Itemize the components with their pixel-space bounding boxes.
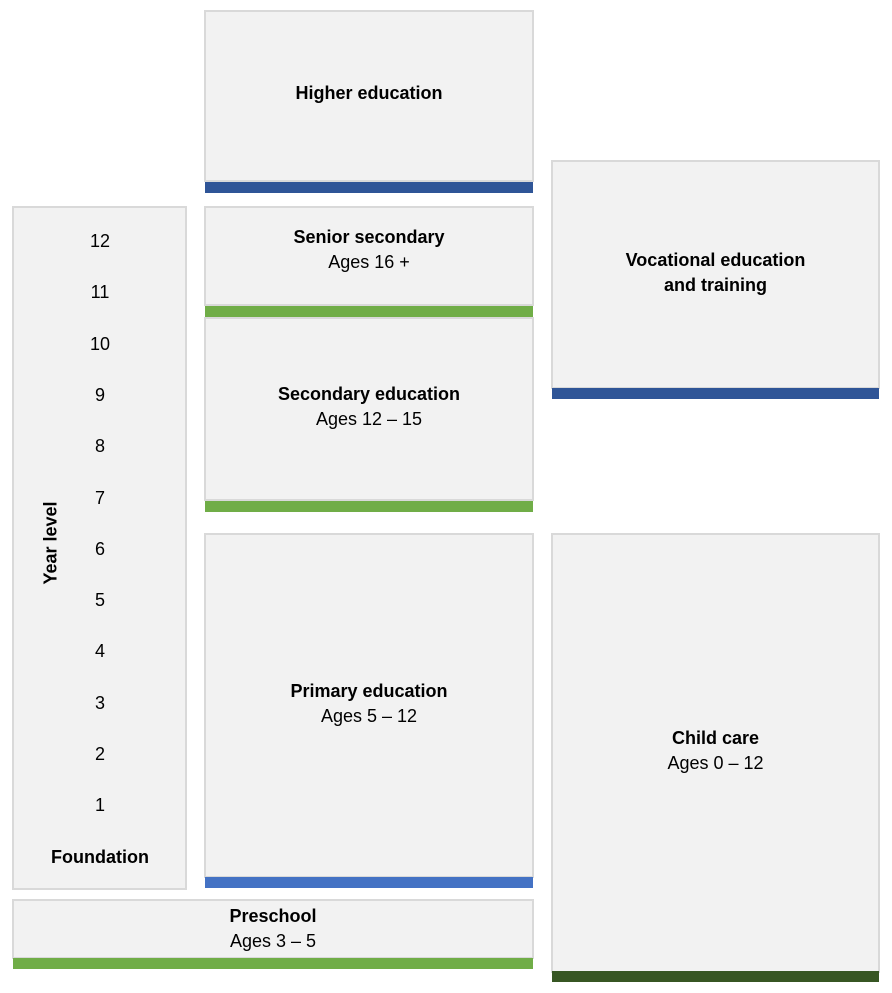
secondary-education-ages: Ages 12 – 15 (315, 409, 423, 429)
preschool-ages: Ages 3 – 5 (229, 931, 317, 951)
year-3: 3 (94, 692, 105, 713)
preschool-box: Preschool Ages 3 – 5 (12, 899, 534, 959)
year-4: 4 (94, 641, 105, 662)
preschool-title: Preschool (229, 906, 317, 926)
year-7: 7 (94, 487, 105, 508)
year-5: 5 (94, 590, 105, 611)
child-care-ages: Ages 0 – 12 (667, 753, 764, 773)
higher-education-bar (205, 182, 533, 193)
higher-education-box: Higher education (204, 10, 534, 182)
year-9: 9 (94, 384, 105, 405)
secondary-education-box: Secondary education Ages 12 – 15 (204, 317, 534, 501)
year-6: 6 (94, 538, 105, 559)
senior-secondary-ages: Ages 16 + (328, 252, 410, 272)
primary-education-bar (205, 877, 533, 888)
vocational-bar (552, 388, 879, 399)
senior-secondary-bar (205, 306, 533, 317)
preschool-bar (13, 958, 533, 969)
year-foundation: Foundation (51, 846, 149, 867)
higher-education-title: Higher education (295, 82, 443, 103)
vocational-title-line1: Vocational education (625, 249, 806, 270)
senior-secondary-title: Senior secondary (293, 227, 445, 247)
primary-education-title: Primary education (290, 680, 448, 701)
secondary-education-title: Secondary education (277, 384, 461, 404)
senior-secondary-box: Senior secondary Ages 16 + (204, 206, 534, 306)
secondary-education-bar (205, 501, 533, 512)
vocational-title-line2: and training (664, 274, 767, 295)
child-care-bar (552, 971, 879, 982)
year-level-label: Year level (40, 501, 61, 585)
vocational-box: Vocational education and training (551, 160, 880, 389)
primary-education-box: Primary education Ages 5 – 12 (204, 533, 534, 878)
child-care-title: Child care (671, 728, 760, 748)
year-12: 12 (89, 231, 111, 251)
year-10: 10 (89, 333, 111, 354)
child-care-box: Child care Ages 0 – 12 (551, 533, 880, 973)
year-11: 11 (90, 282, 110, 303)
year-1: 1 (94, 795, 105, 816)
primary-education-ages: Ages 5 – 12 (320, 705, 418, 726)
year-2: 2 (94, 744, 105, 764)
year-8: 8 (94, 436, 105, 457)
year-level-column: 12 11 10 9 8 7 6 5 4 3 2 1 Foundation (12, 206, 187, 890)
